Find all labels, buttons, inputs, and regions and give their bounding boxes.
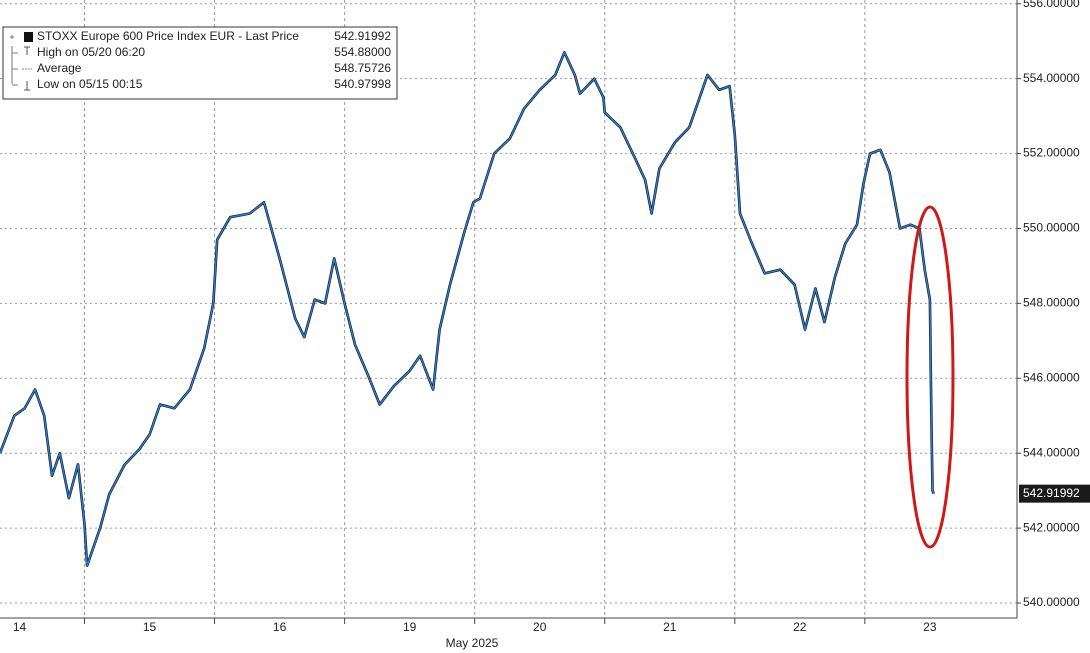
x-axis-label: May 2025 bbox=[446, 636, 499, 650]
legend: STOXX Europe 600 Price Index EUR - Last … bbox=[2, 26, 398, 100]
y-tick-label: 542.00000 bbox=[1023, 520, 1080, 534]
y-tick-label: 550.00000 bbox=[1023, 221, 1080, 235]
legend-value: 548.75726 bbox=[334, 61, 391, 75]
x-tick-label: 19 bbox=[403, 620, 417, 634]
plot-layer bbox=[0, 51, 935, 567]
legend-value: 540.97998 bbox=[334, 77, 391, 91]
y-tick-label: 552.00000 bbox=[1023, 146, 1080, 160]
x-tick-label: 14 bbox=[13, 620, 27, 634]
legend-tree bbox=[10, 35, 18, 86]
x-tick-label: 22 bbox=[793, 620, 807, 634]
price-line bbox=[0, 51, 935, 567]
legend-swatch bbox=[24, 32, 33, 42]
y-tick-label: 556.00000 bbox=[1023, 0, 1080, 10]
legend-value: 542.91992 bbox=[334, 29, 391, 43]
last-price-box bbox=[1019, 484, 1090, 503]
y-tick-label: 554.00000 bbox=[1023, 71, 1080, 85]
highlight-ellipse bbox=[905, 205, 955, 549]
legend-label: High on 05/20 06:20 bbox=[37, 45, 145, 59]
last-price-label: 542.91992 bbox=[1023, 486, 1080, 500]
x-tick-label: 21 bbox=[663, 620, 677, 634]
legend-box bbox=[2, 26, 398, 100]
legend-label: STOXX Europe 600 Price Index EUR - Last … bbox=[37, 29, 299, 43]
x-tick-label: 16 bbox=[273, 620, 287, 634]
y-tick-label: 548.00000 bbox=[1023, 296, 1080, 310]
y-tick-label: 544.00000 bbox=[1023, 445, 1080, 459]
y-tick-label: 546.00000 bbox=[1023, 370, 1080, 384]
legend-value: 554.88000 bbox=[334, 45, 391, 59]
legend-label: Average bbox=[37, 61, 82, 75]
low-icon bbox=[24, 81, 30, 91]
x-tick-label: 15 bbox=[143, 620, 157, 634]
x-tick-label: 20 bbox=[533, 620, 547, 634]
legend-label: Low on 05/15 00:15 bbox=[37, 77, 143, 91]
y-tick-label: 540.00000 bbox=[1023, 595, 1080, 609]
x-tick-label: 23 bbox=[923, 620, 937, 634]
high-icon bbox=[24, 46, 30, 55]
